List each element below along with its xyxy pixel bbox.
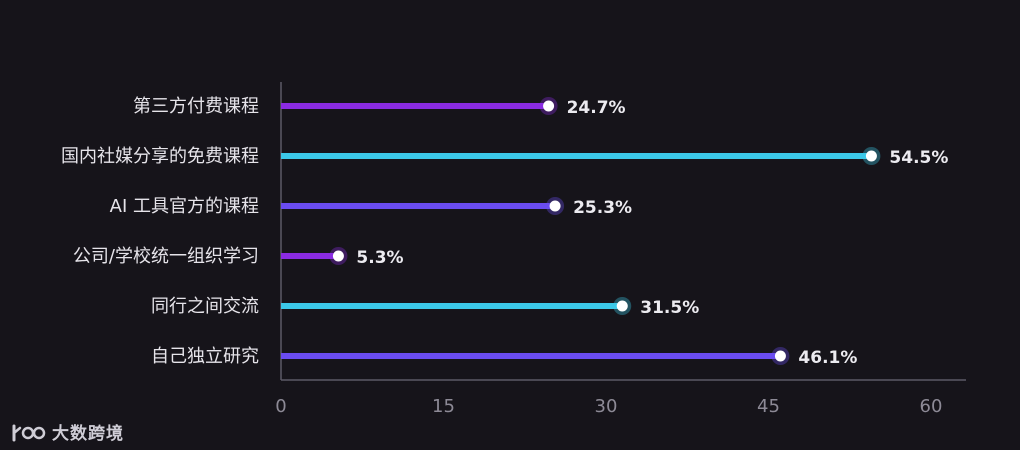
bar-marker (549, 200, 561, 212)
x-tick-label: 45 (757, 396, 780, 417)
watermark: 大数跨境 (10, 419, 124, 444)
category-label: AI 工具官方的课程 (110, 196, 259, 217)
bar-series: 第三方付费课程 24.7% 国内社媒分享的免费课程 54.5% AI 工具官方的课程 25… (61, 96, 948, 368)
bar-marker (332, 250, 344, 262)
bar-marker (543, 100, 555, 112)
bar-row: 公司/学校统一组织学习 5.3% (73, 246, 404, 268)
value-label: 54.5% (889, 148, 948, 168)
value-label: 46.1% (798, 348, 857, 368)
x-tick-label: 60 (920, 396, 943, 417)
value-label: 5.3% (356, 248, 403, 268)
x-tick-label: 0 (275, 396, 286, 417)
category-label: 同行之间交流 (151, 296, 259, 317)
category-label: 公司/学校统一组织学习 (73, 246, 259, 267)
category-label: 自己独立研究 (151, 346, 259, 367)
bar-row: 第三方付费课程 24.7% (133, 96, 626, 118)
brand-logo-icon (12, 424, 46, 441)
x-tick-label: 30 (595, 396, 618, 417)
chart-axes (280, 82, 966, 381)
category-label: 第三方付费课程 (133, 96, 259, 117)
bar-row: 自己独立研究 46.1% (151, 346, 857, 368)
bar-marker (774, 350, 786, 362)
bar-row: 同行之间交流 31.5% (151, 296, 699, 318)
x-tick-label: 15 (432, 396, 455, 417)
watermark-text: 大数跨境 (52, 424, 124, 444)
value-label: 24.7% (567, 98, 626, 118)
bar-marker (616, 300, 628, 312)
bar-marker (865, 150, 877, 162)
bar-row: AI 工具官方的课程 25.3% (110, 196, 632, 218)
x-axis-ticks: 0 15 30 45 60 (275, 396, 942, 417)
value-label: 31.5% (640, 298, 699, 318)
value-label: 25.3% (573, 198, 632, 218)
category-label: 国内社媒分享的免费课程 (61, 146, 259, 167)
bar-row: 国内社媒分享的免费课程 54.5% (61, 146, 948, 168)
